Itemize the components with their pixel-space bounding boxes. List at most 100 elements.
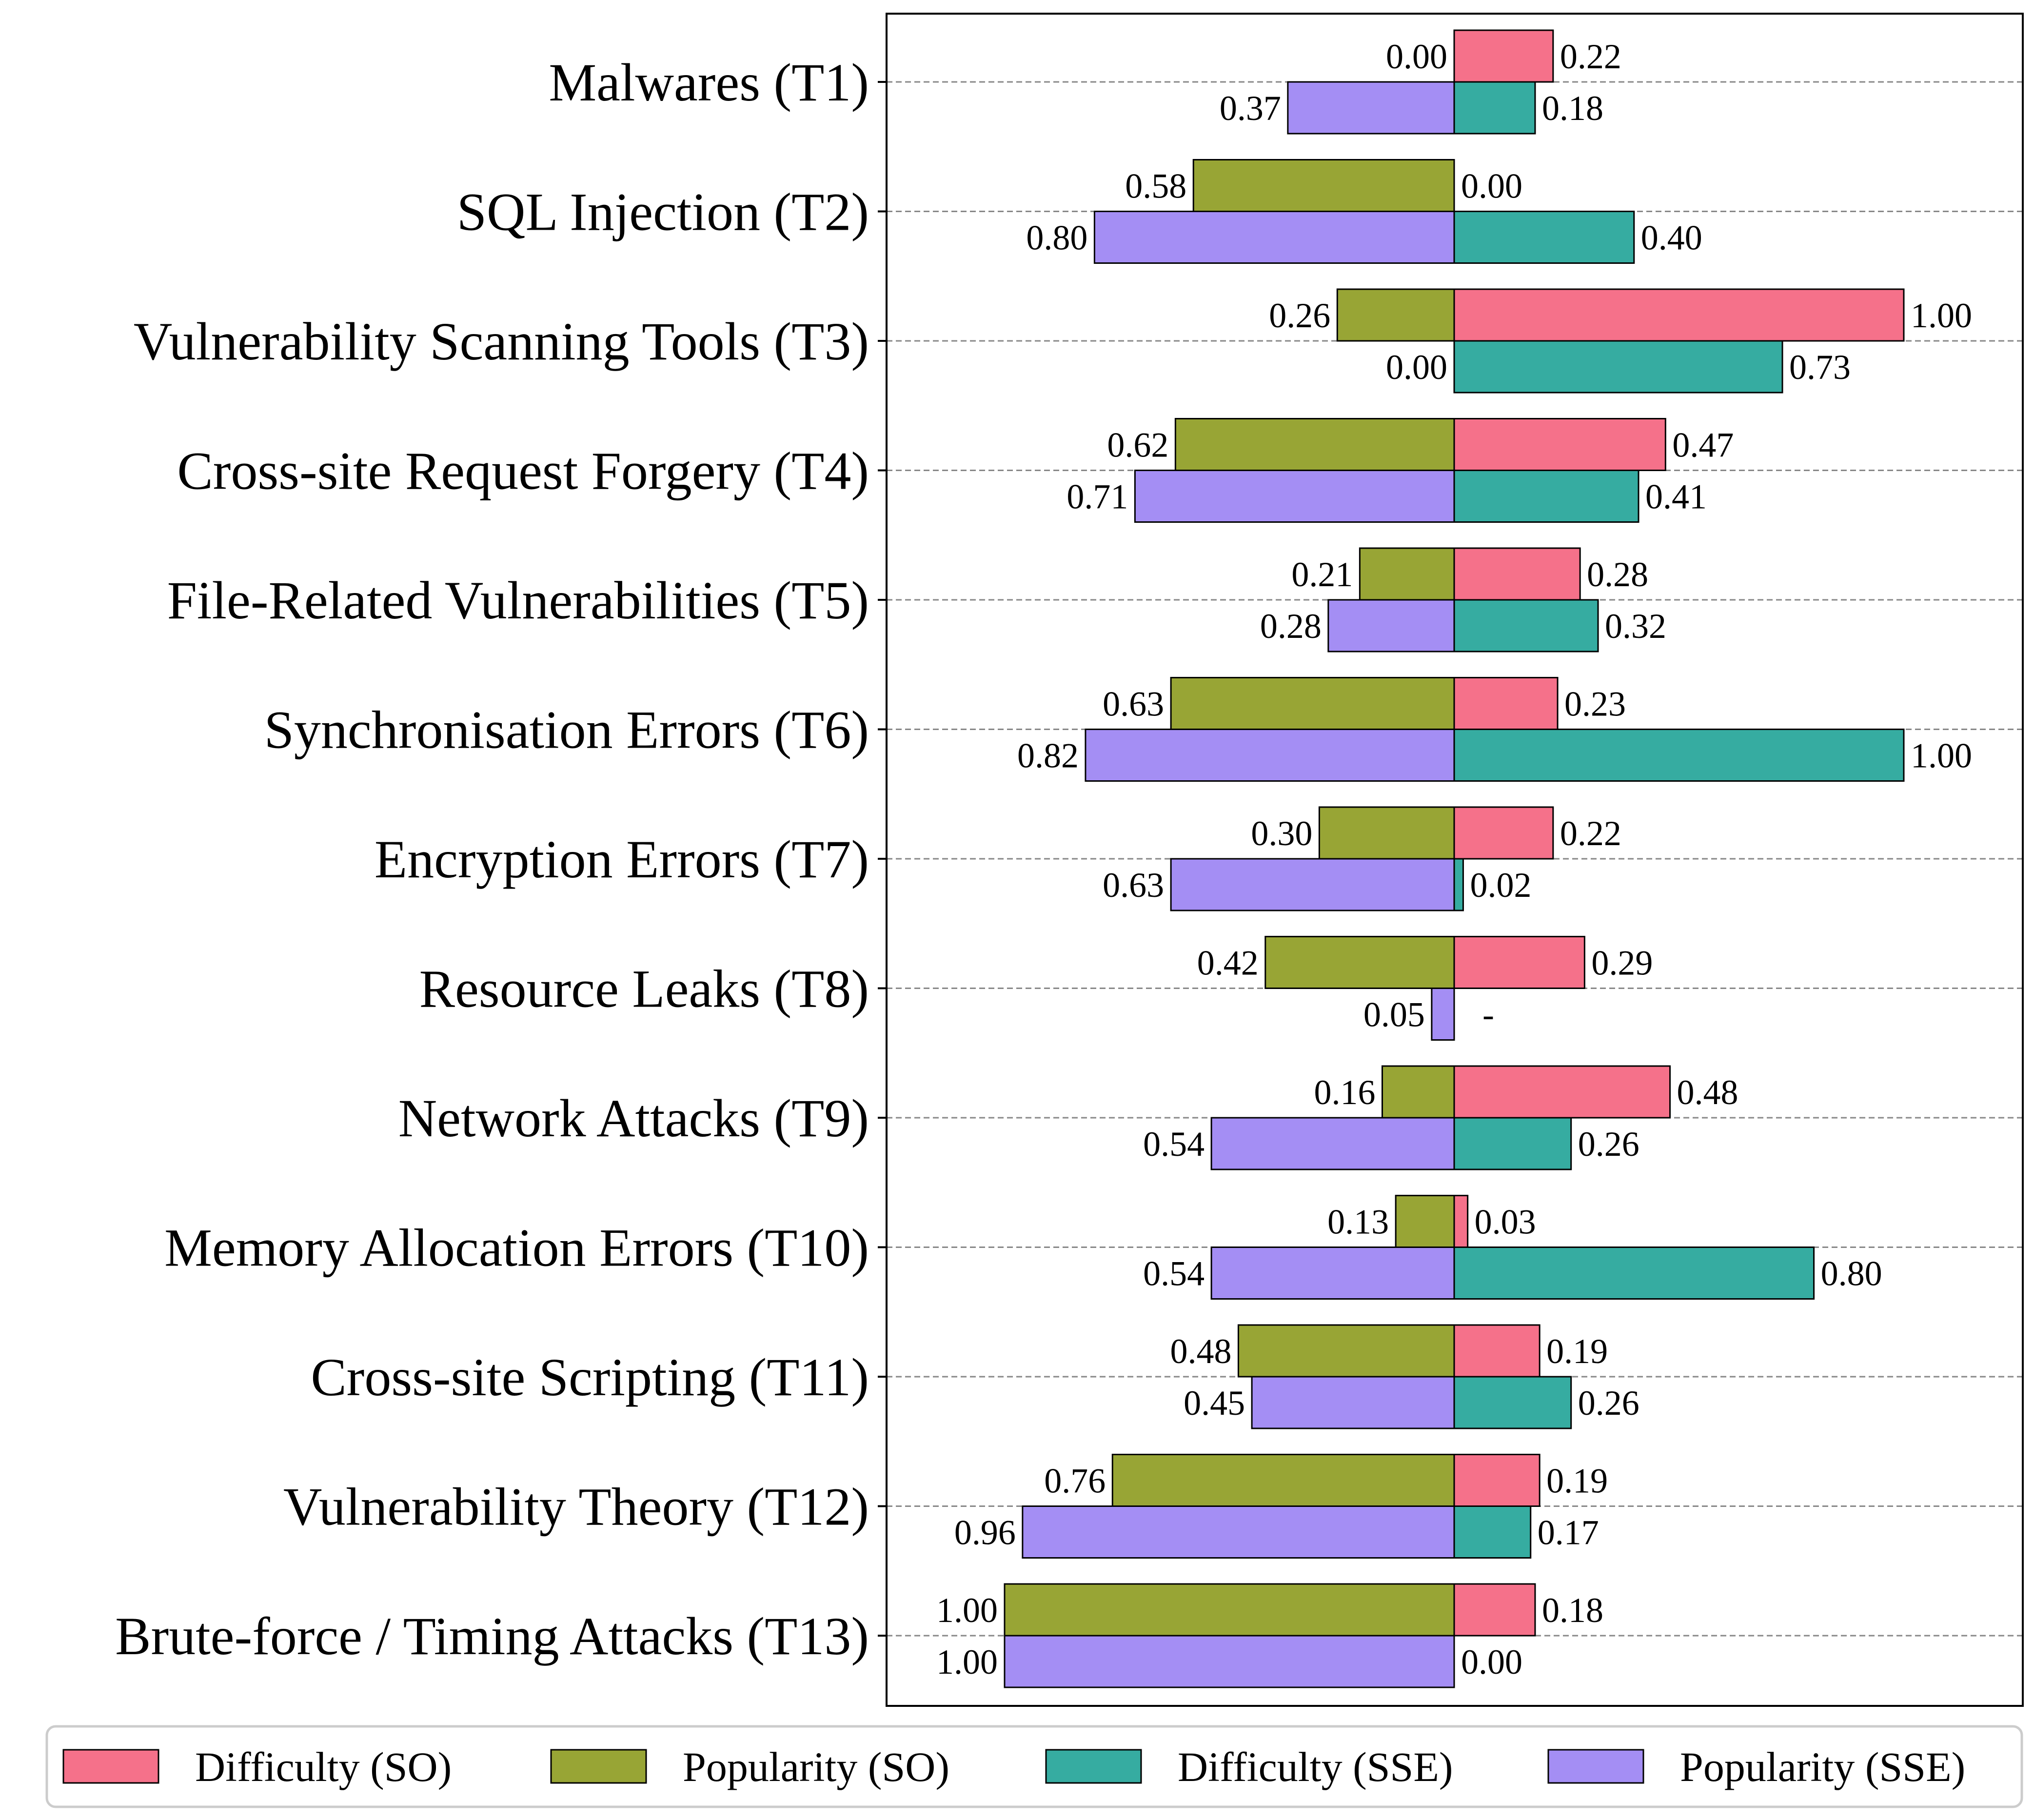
plot-frame (886, 13, 2024, 1707)
bar (1381, 1065, 1455, 1119)
value-label: 1.00 (936, 1591, 998, 1630)
value-label: 0.28 (1587, 555, 1648, 594)
value-label: 1.00 (1911, 296, 1972, 335)
value-label: 0.40 (1641, 218, 1702, 257)
bar (1111, 1454, 1455, 1507)
value-label: 0.71 (1066, 477, 1128, 516)
bar (1453, 288, 1905, 342)
bar (1395, 1195, 1455, 1248)
bar (1453, 1117, 1572, 1170)
value-label: 0.13 (1327, 1203, 1389, 1242)
value-label: 0.00 (1386, 37, 1447, 76)
bar (1251, 1376, 1455, 1429)
bar (1453, 1376, 1572, 1429)
bar (1453, 340, 1783, 394)
bar (1134, 470, 1455, 523)
bar (1453, 599, 1599, 653)
bar (1237, 1324, 1455, 1378)
value-label: 0.41 (1645, 477, 1707, 516)
value-label: 0.32 (1605, 607, 1666, 646)
legend-swatch (62, 1749, 159, 1784)
category-label: Resource Leaks (T8) (419, 959, 869, 1019)
value-label: 0.21 (1291, 555, 1353, 594)
bar (1192, 159, 1455, 212)
bar (1318, 806, 1455, 860)
bar (1264, 936, 1455, 989)
bar (1210, 1117, 1455, 1170)
bar (1022, 1505, 1455, 1559)
bar (1431, 988, 1455, 1041)
value-label: 0.00 (1461, 167, 1522, 206)
bar (1004, 1583, 1455, 1637)
category-label: Vulnerability Scanning Tools (T3) (134, 312, 869, 371)
category-label: Malwares (T1) (549, 53, 869, 112)
bar (1336, 288, 1455, 342)
legend-swatch (1547, 1749, 1644, 1784)
bar (1453, 1505, 1532, 1559)
category-label: Encryption Errors (T7) (375, 830, 869, 889)
bar (1085, 729, 1455, 782)
value-label: 0.63 (1103, 685, 1164, 724)
bar (1453, 1583, 1536, 1637)
bar (1174, 418, 1455, 471)
value-label: 0.42 (1197, 944, 1259, 983)
legend-frame (45, 1725, 2023, 1808)
bar (1210, 1246, 1455, 1300)
bar (1093, 211, 1455, 264)
value-label: 0.03 (1475, 1203, 1536, 1242)
value-label: 0.28 (1260, 607, 1322, 646)
bar (1170, 677, 1455, 730)
legend-label: Popularity (SSE) (1680, 1743, 1965, 1790)
value-label: 0.48 (1677, 1073, 1738, 1112)
value-label: 0.05 (1363, 995, 1425, 1034)
value-label: 0.54 (1143, 1254, 1205, 1293)
legend-swatch (1045, 1749, 1142, 1784)
value-label: 0.30 (1251, 814, 1312, 853)
bar (1453, 1246, 1815, 1300)
bar (1453, 677, 1559, 730)
bar (1170, 858, 1455, 911)
value-label: 0.80 (1026, 218, 1087, 257)
bar (1453, 936, 1585, 989)
value-label: 1.00 (1911, 736, 1972, 775)
category-label: SQL Injection (T2) (457, 182, 869, 242)
value-label: 0.48 (1170, 1332, 1231, 1371)
value-label: 0.16 (1314, 1073, 1375, 1112)
legend-label: Difficulty (SSE) (1178, 1743, 1453, 1790)
bar (1453, 29, 1554, 83)
legend-label: Difficulty (SO) (195, 1743, 452, 1790)
category-label: File-Related Vulnerabilities (T5) (167, 571, 869, 630)
value-label: 0.62 (1107, 426, 1168, 465)
category-label: Synchronisation Errors (T6) (264, 700, 869, 760)
value-label: 0.00 (1461, 1642, 1522, 1682)
bar (1327, 599, 1455, 653)
category-label: Vulnerability Theory (T12) (283, 1477, 869, 1537)
value-labels: 0.22 0.00 0.18 0.37 0.00 0.58 0.40 0.80 1.00 0.26… (936, 37, 1972, 1682)
value-label: 0.22 (1560, 37, 1621, 76)
category-label: Brute-force / Timing Attacks (T13) (115, 1606, 869, 1666)
bar (1453, 1454, 1540, 1507)
category-label: Network Attacks (T9) (398, 1088, 869, 1148)
value-label: 0.26 (1578, 1125, 1639, 1164)
category-label: Cross-site Request Forgery (T4) (177, 441, 869, 501)
value-label: 0.45 (1184, 1384, 1245, 1423)
value-label: 1.00 (936, 1642, 998, 1682)
legend-swatch (550, 1749, 647, 1784)
bar (1453, 470, 1639, 523)
bar (1453, 729, 1905, 782)
value-label: 0.23 (1564, 685, 1626, 724)
bar (1453, 81, 1536, 135)
value-label: 0.17 (1538, 1513, 1599, 1552)
value-label: 0.18 (1542, 1591, 1603, 1630)
value-label: 0.22 (1560, 814, 1621, 853)
value-label: - (1482, 995, 1494, 1034)
value-label: 0.26 (1269, 296, 1330, 335)
legend: Difficulty (SO) Popularity (SO) Difficulty… (45, 1725, 2023, 1808)
value-label: 0.82 (1017, 736, 1079, 775)
value-label: 0.96 (954, 1513, 1016, 1552)
value-label: 0.00 (1386, 348, 1447, 387)
bar (1359, 547, 1455, 601)
bar (1453, 547, 1581, 601)
category-label: Memory Allocation Errors (T10) (164, 1218, 869, 1278)
